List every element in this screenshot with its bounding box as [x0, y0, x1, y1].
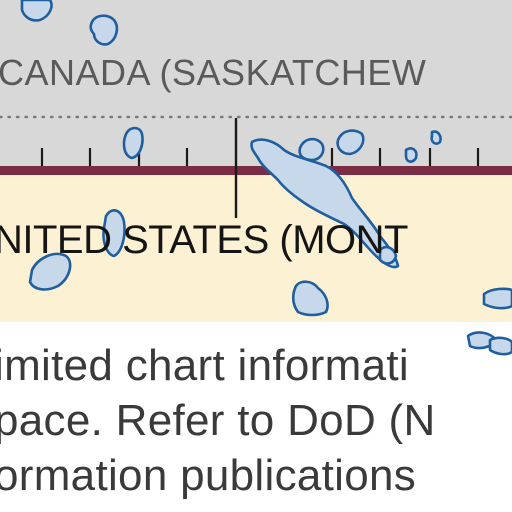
lake — [20, 0, 53, 22]
lake — [122, 126, 144, 160]
lake — [430, 130, 442, 145]
international-border-band — [0, 166, 512, 175]
lake — [291, 280, 329, 317]
lake — [488, 336, 512, 356]
lake — [28, 252, 72, 291]
lake — [482, 287, 512, 310]
us-region — [0, 172, 512, 322]
water-bodies — [20, 0, 512, 356]
lake — [102, 209, 126, 258]
lake — [404, 147, 418, 163]
notice-line: pace. Refer to DoD (N — [0, 396, 436, 445]
notice-line: imited chart informati — [0, 341, 409, 390]
lake — [378, 245, 398, 265]
notice-background — [0, 322, 512, 512]
chart-notice: imited chart informati pace. Refer to Do… — [0, 338, 512, 503]
notice-line: ormation publications — [0, 451, 417, 500]
lake — [89, 14, 119, 46]
united-states-region-label: NITED STATES (MONT — [0, 218, 408, 262]
lake — [298, 137, 325, 162]
lake — [336, 129, 365, 156]
canada-region-label: CANADA (SASKATCHEW — [0, 52, 427, 93]
